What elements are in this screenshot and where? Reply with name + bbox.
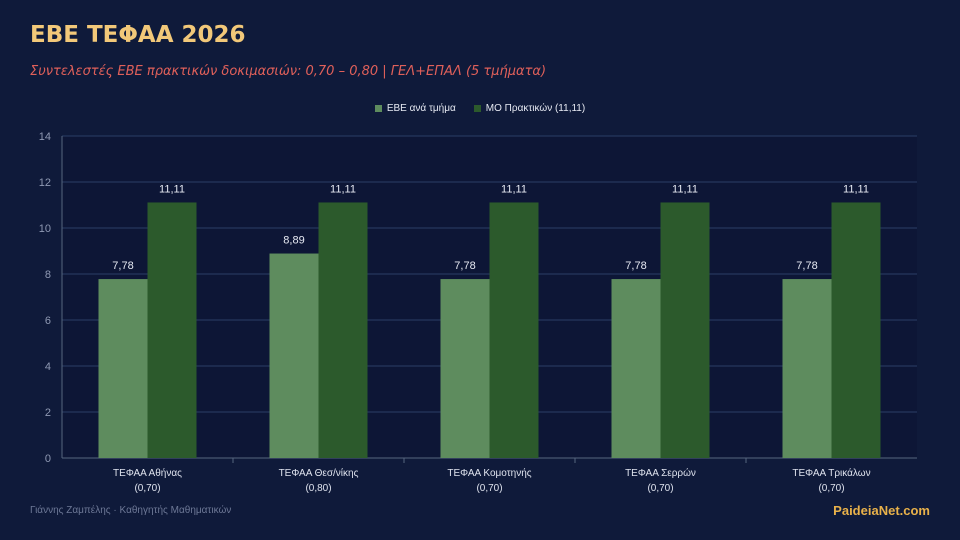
bar-series-2 xyxy=(660,202,710,458)
y-tick-label: 6 xyxy=(45,315,51,327)
legend-item-series-1: ΕΒΕ ανά τμήμα xyxy=(374,103,456,114)
x-tick-label: (0,70) xyxy=(818,483,844,494)
y-tick-label: 10 xyxy=(39,223,51,235)
y-tick-label: 0 xyxy=(45,453,51,465)
legend-item-series-2: ΜΟ Πρακτικών (11,11) xyxy=(473,103,586,114)
bar-series-2 xyxy=(147,202,197,458)
data-label-series-2: 11,11 xyxy=(159,183,185,195)
legend-swatch-series-1 xyxy=(374,105,382,112)
data-label-series-1: 7,78 xyxy=(625,260,646,272)
x-tick-label: ΤΕΦΑΑ Κομοτηνής xyxy=(447,467,531,479)
data-label-series-2: 11,11 xyxy=(843,183,869,195)
data-label-series-1: 7,78 xyxy=(112,260,133,272)
y-tick-label: 2 xyxy=(45,407,51,419)
data-label-series-2: 11,11 xyxy=(672,183,698,195)
x-tick-label: (0,70) xyxy=(476,483,502,494)
x-tick-label: ΤΕΦΑΑ Θεσ/νίκης xyxy=(279,467,359,479)
bar-series-1 xyxy=(440,279,490,458)
legend-swatch-series-2 xyxy=(473,105,481,112)
bar-series-1 xyxy=(782,279,832,458)
chart-title: ΕΒΕ ΤΕΦΑΑ 2026 xyxy=(30,22,246,48)
data-label-series-1: 7,78 xyxy=(454,260,475,272)
bar-series-2 xyxy=(489,202,539,458)
x-tick-label: ΤΕΦΑΑ Σερρών xyxy=(625,467,696,479)
data-label-series-1: 7,78 xyxy=(796,260,817,272)
y-tick-label: 14 xyxy=(39,131,51,143)
chart-subtitle: Συντελεστές ΕΒΕ πρακτικών δοκιμασιών: 0,… xyxy=(30,64,547,79)
y-tick-label: 4 xyxy=(45,361,51,373)
x-tick-label: (0,70) xyxy=(134,483,160,494)
chart-legend: ΕΒΕ ανά τμήμα ΜΟ Πρακτικών (11,11) xyxy=(0,103,960,114)
legend-label-series-1: ΕΒΕ ανά τμήμα xyxy=(386,103,456,114)
bar-series-1 xyxy=(98,279,148,458)
x-tick-label: (0,70) xyxy=(647,483,673,494)
x-tick-label: ΤΕΦΑΑ Αθήνας xyxy=(113,467,182,479)
data-label-series-2: 11,11 xyxy=(501,183,527,195)
brand-link[interactable]: PaideiaNet.com xyxy=(833,503,930,518)
bar-series-2 xyxy=(318,202,368,458)
data-label-series-1: 8,89 xyxy=(283,235,304,247)
y-tick-label: 8 xyxy=(45,269,51,281)
legend-label-series-2: ΜΟ Πρακτικών (11,11) xyxy=(485,103,586,114)
x-tick-label: ΤΕΦΑΑ Τρικάλων xyxy=(792,467,870,479)
y-tick-label: 12 xyxy=(39,177,51,189)
x-tick-label: (0,80) xyxy=(305,483,331,494)
bar-series-2 xyxy=(831,202,881,458)
author-credit: Γιάννης Ζαμπέλης · Καθηγητής Μαθηματικών xyxy=(30,505,232,516)
data-label-series-2: 11,11 xyxy=(330,183,356,195)
bar-series-1 xyxy=(611,279,661,458)
bar-series-1 xyxy=(269,253,319,458)
